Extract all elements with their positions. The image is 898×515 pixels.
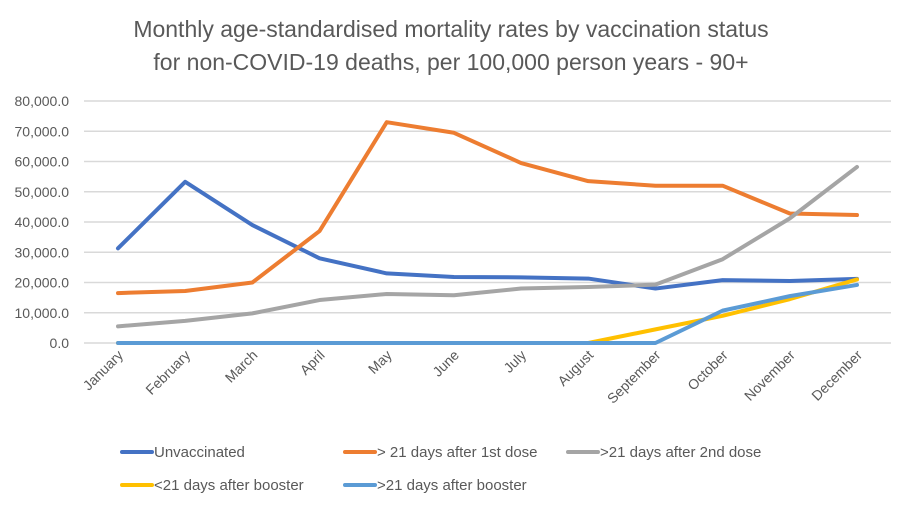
x-tick-label: August	[554, 347, 596, 389]
x-tick-label: April	[297, 347, 328, 378]
chart-title-line-2: for non-COVID-19 deaths, per 100,000 per…	[153, 49, 748, 75]
y-tick-label: 50,000.0	[15, 184, 70, 200]
y-tick-label: 70,000.0	[15, 123, 70, 139]
x-tick-label: June	[429, 347, 462, 380]
legend-item: Unvaccinated	[122, 444, 245, 461]
x-tick-label: September	[604, 347, 664, 407]
legend-item: <21 days after booster	[122, 477, 304, 494]
x-tick-label: March	[222, 347, 261, 386]
x-tick-label: July	[500, 347, 529, 376]
legend-item: >21 days after booster	[345, 477, 527, 494]
legend-label: Unvaccinated	[154, 444, 245, 461]
y-tick-label: 0.0	[50, 335, 70, 351]
legend-label: > 21 days after 1st dose	[377, 444, 538, 461]
legend-item: >21 days after 2nd dose	[568, 444, 761, 461]
legend-label: >21 days after booster	[377, 477, 527, 494]
x-tick-label: November	[741, 347, 798, 404]
series-line-0	[118, 182, 857, 289]
legend-label: <21 days after booster	[154, 477, 304, 494]
x-tick-label: October	[684, 347, 731, 394]
series-line-2	[118, 167, 857, 326]
legend-item: > 21 days after 1st dose	[345, 444, 538, 461]
y-tick-label: 80,000.0	[15, 93, 70, 109]
x-tick-label: December	[808, 347, 865, 404]
y-tick-label: 40,000.0	[15, 214, 70, 230]
y-tick-label: 20,000.0	[15, 275, 70, 291]
x-tick-label: February	[142, 347, 193, 398]
x-tick-label: January	[80, 347, 127, 394]
y-tick-label: 30,000.0	[15, 244, 70, 260]
y-tick-label: 10,000.0	[15, 305, 70, 321]
y-tick-label: 60,000.0	[15, 154, 70, 170]
series-line-3	[118, 279, 857, 343]
x-tick-label: May	[365, 347, 395, 377]
legend-label: >21 days after 2nd dose	[600, 444, 761, 461]
chart-title-line-1: Monthly age-standardised mortality rates…	[133, 16, 768, 42]
